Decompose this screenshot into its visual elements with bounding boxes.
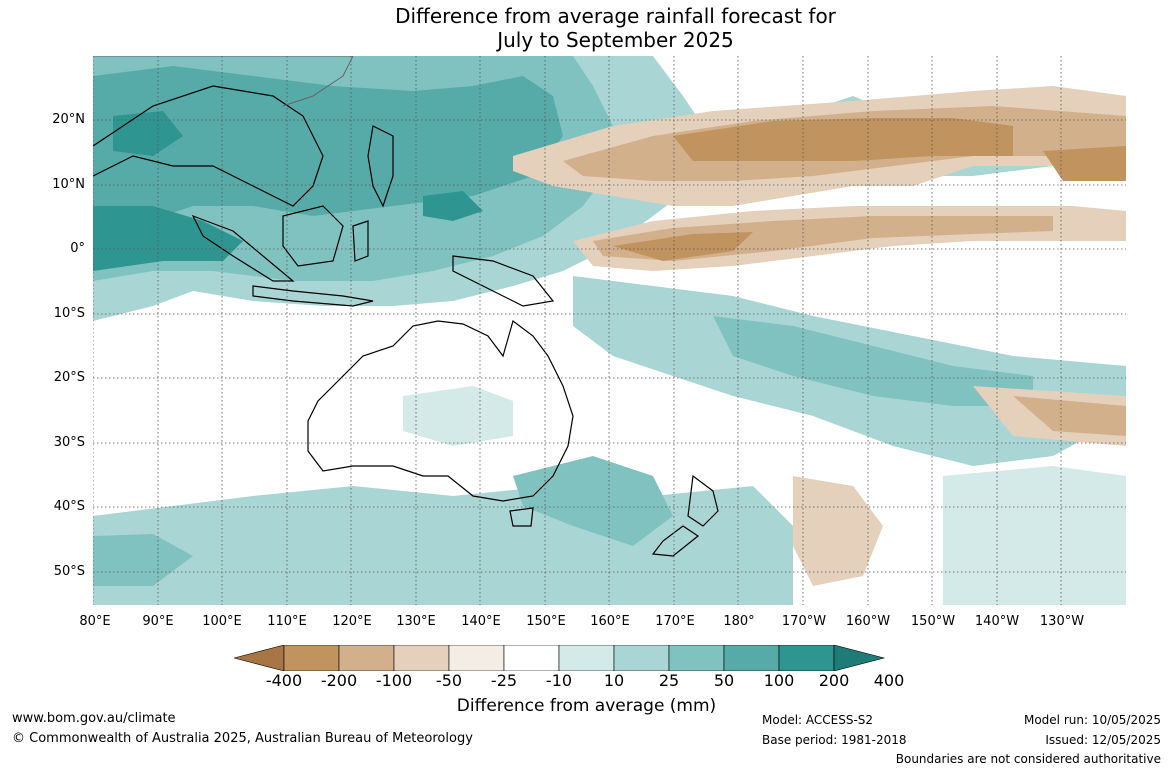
lon-label-180: 180° xyxy=(723,614,755,629)
footer-copyright: © Commonwealth of Australia 2025, Austra… xyxy=(12,731,473,746)
footer-url[interactable]: www.bom.gov.au/climate xyxy=(12,711,176,726)
lon-label-140w: 140°W xyxy=(974,614,1020,629)
title-line-2: July to September 2025 xyxy=(497,28,734,52)
footer-model: Model: ACCESS-S2 xyxy=(762,713,874,727)
lon-label-150e: 150°E xyxy=(526,614,566,629)
lon-label-110e: 110°E xyxy=(267,614,307,629)
colour-bar-cell xyxy=(448,645,505,671)
lon-label-160e: 160°E xyxy=(590,614,630,629)
lon-label-170e: 170°E xyxy=(655,614,695,629)
map-title: Difference from average rainfall forecas… xyxy=(0,4,1173,52)
lat-label-50s: 50°S xyxy=(53,564,85,579)
legend-tick: 200 xyxy=(818,671,850,690)
lat-label-40s: 40°S xyxy=(53,499,85,514)
legend-tick: -200 xyxy=(320,671,358,690)
legend-tick: 100 xyxy=(763,671,795,690)
lon-label-130w: 130°W xyxy=(1039,614,1085,629)
colour-bar-cell xyxy=(503,645,560,671)
lat-label-20n: 20°N xyxy=(52,112,85,127)
rainfall-map-svg xyxy=(93,56,1126,605)
legend-tick: -400 xyxy=(265,671,303,690)
legend-tick: -100 xyxy=(375,671,413,690)
lat-label-30s: 30°S xyxy=(53,435,85,450)
colour-bar-cell xyxy=(393,645,450,671)
footer-model-run: Model run: 10/05/2025 xyxy=(1023,713,1161,727)
title-line-1: Difference from average rainfall forecas… xyxy=(395,4,836,28)
lon-label-80e: 80°E xyxy=(79,614,111,629)
lon-label-140e: 140°E xyxy=(461,614,501,629)
lat-label-10s: 10°S xyxy=(53,306,85,321)
footer-issued: Issued: 12/05/2025 xyxy=(1045,733,1161,747)
lon-label-130e: 130°E xyxy=(396,614,436,629)
lon-label-120e: 120°E xyxy=(332,614,372,629)
colour-bar-cell xyxy=(613,645,670,671)
lon-label-170w: 170°W xyxy=(781,614,827,629)
legend-tick: -10 xyxy=(545,671,573,690)
rainfall-map xyxy=(93,56,1126,605)
colour-bar-cell xyxy=(338,645,395,671)
lon-label-100e: 100°E xyxy=(202,614,242,629)
colour-bar-arrow-high xyxy=(833,645,886,671)
colour-bar-cell xyxy=(778,645,835,671)
legend-tick: 10 xyxy=(603,671,625,690)
legend-tick: 25 xyxy=(658,671,680,690)
colour-bar-cell xyxy=(558,645,615,671)
colour-bar-label: Difference from average (mm) xyxy=(456,696,717,716)
colour-bar-cell xyxy=(723,645,780,671)
legend-tick: -50 xyxy=(435,671,463,690)
footer-base-period: Base period: 1981-2018 xyxy=(762,733,907,747)
colour-bar-arrow-low xyxy=(234,645,285,671)
lat-label-20s: 20°S xyxy=(53,370,85,385)
colour-bar-cell xyxy=(283,645,340,671)
lon-label-150w: 150°W xyxy=(910,614,956,629)
footer-disclaimer: Boundaries are not considered authoritat… xyxy=(895,752,1161,766)
lat-label-10n: 10°N xyxy=(52,177,85,192)
colour-bar-cell xyxy=(668,645,725,671)
lon-label-90e: 90°E xyxy=(142,614,174,629)
legend-tick: 50 xyxy=(713,671,735,690)
legend-tick: 400 xyxy=(873,671,905,690)
lon-label-160w: 160°W xyxy=(845,614,891,629)
legend-tick: -25 xyxy=(490,671,518,690)
lat-label-0: 0° xyxy=(70,241,85,256)
colour-bar xyxy=(234,645,886,671)
